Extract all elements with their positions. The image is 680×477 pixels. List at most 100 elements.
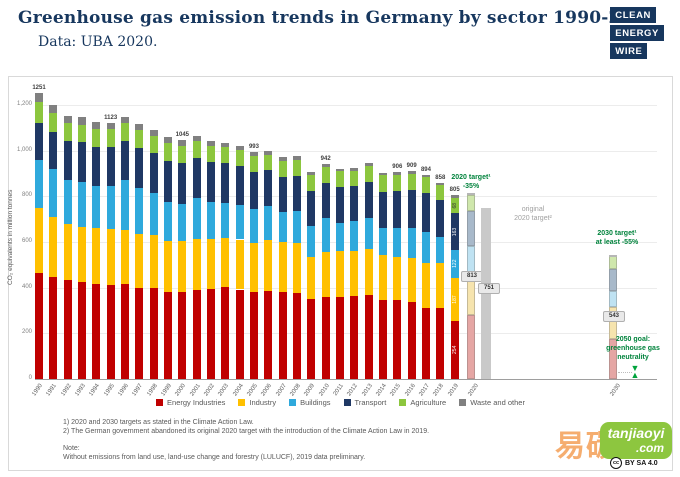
bar-segment-waste-and-other-2009: [307, 171, 316, 176]
bar-segment-agriculture-1997: [135, 130, 144, 149]
target-value-label-original-2020-target: 751: [478, 283, 500, 294]
bar-segment-energy-industries-1996: [120, 284, 129, 379]
bar-segment-industry-1990: [35, 207, 43, 273]
bar-segment-transport-2015: [393, 191, 402, 228]
bar-segment-energy-industries-2005: [249, 292, 258, 379]
bar-segment-transport-1996: [120, 140, 129, 181]
bar-segment-industry-2004: [235, 239, 244, 290]
bar-segment-waste-and-other-2006: [264, 150, 273, 155]
bar-segment-industry-2008: [292, 242, 301, 293]
bar-segment-transport-2016: [407, 189, 416, 228]
annotation-original-2020-target-line-1: 2020 target²: [514, 215, 552, 222]
bar-segment-buildings-2004: [235, 205, 244, 240]
bar-segment-transport-2006: [264, 170, 273, 207]
bar-segment-industry-2014: [378, 255, 387, 300]
bar-segment-industry-2012: [350, 250, 359, 297]
target-bar-segment-2030-target-transport: [609, 269, 617, 292]
bar-segment-waste-and-other-2000: [178, 140, 187, 146]
bar-segment-agriculture-2016: [407, 173, 416, 190]
legend: Energy Industries Industry Buildings Transp…: [9, 398, 672, 407]
bar-segment-waste-and-other-1992: [63, 115, 72, 124]
legend-label-transport: Transport: [354, 398, 387, 407]
bar-segment-industry-2002: [206, 238, 215, 289]
target-bar-segment-2030-target-waste-and-other: [609, 255, 617, 258]
legend-item-waste-and-other: Waste and other: [459, 398, 525, 407]
bar-segment-agriculture-1999: [163, 142, 172, 161]
footnote-line-1: 2) The German government abandoned its o…: [63, 428, 430, 435]
bar-segment-buildings-2010: [321, 218, 330, 253]
bar-segment-waste-and-other-2007: [278, 157, 287, 161]
bar-segment-transport-2018: [436, 200, 445, 237]
bar-segment-industry-1993: [77, 227, 86, 282]
bar-segment-industry-2000: [178, 240, 187, 293]
footnote-line-4: Without emissions from land use, land-us…: [63, 454, 366, 461]
target-bar-segment-2030-target-industry: [609, 307, 617, 340]
bar-segment-transport-2000: [178, 162, 187, 205]
gridline-1000: [35, 150, 657, 152]
watermark-brand-domain: .com: [635, 441, 664, 455]
bar-segment-agriculture-2009: [307, 175, 316, 192]
goal-connector-dashes: [618, 372, 632, 373]
target-value-label-2030-target: 543: [603, 311, 625, 322]
bar-segment-energy-industries-1993: [77, 281, 86, 379]
bar-segment-transport-1991: [49, 131, 58, 170]
bar-segment-agriculture-2006: [264, 154, 273, 171]
logo-line-clean: CLEAN: [610, 7, 656, 23]
gridline-600: [35, 242, 657, 244]
bar-segment-energy-industries-2003: [221, 287, 230, 379]
bar-total-label-2019: 805: [449, 187, 460, 194]
y-tick-label-1000: 1,000: [16, 146, 32, 153]
bar-segment-industry-2017: [421, 262, 430, 308]
bar-segment-buildings-2008: [292, 211, 301, 243]
gridline-400: [35, 287, 657, 289]
bar-segment-waste-and-other-2018: [436, 183, 445, 186]
bar-segment-industry-1997: [135, 233, 144, 288]
bar-segment-agriculture-1996: [120, 123, 129, 141]
footnote-line-0: 1) 2020 and 2030 targets as stated in th…: [63, 419, 254, 426]
legend-label-agriculture: Agriculture: [410, 398, 447, 407]
license-text: BY SA 4.0: [625, 459, 658, 467]
bar-segment-energy-industries-1999: [163, 292, 172, 379]
bar-segment-industry-1998: [149, 234, 158, 288]
bar-segment-agriculture-1994: [92, 129, 101, 148]
bar-segment-energy-industries-2007: [278, 292, 287, 379]
creative-commons-icon: cc: [610, 457, 622, 469]
bar-segment-industry-1995: [106, 229, 115, 285]
bar-segment-agriculture-2000: [178, 145, 187, 163]
bar-segment-industry-1991: [49, 217, 58, 278]
y-tick-label-600: 600: [21, 238, 32, 245]
bar-segment-transport-2011: [335, 187, 344, 223]
bar-segment-waste-and-other-1990: [35, 93, 43, 103]
y-tick-label-1200: 1,200: [16, 101, 32, 108]
legend-swatch-agriculture: [399, 399, 407, 406]
segment-value-label-industry: 187: [451, 295, 458, 304]
bar-segment-industry-1992: [63, 223, 72, 281]
legend-item-transport: Transport: [343, 398, 387, 407]
bar-segment-agriculture-2003: [221, 147, 230, 164]
footnote-line-3: Note:: [63, 445, 80, 452]
legend-swatch-industry: [238, 399, 246, 406]
bar-segment-energy-industries-2013: [364, 294, 373, 379]
bar-segment-industry-2013: [364, 249, 373, 295]
bar-segment-industry-2018: [436, 263, 445, 308]
bar-segment-buildings-2005: [249, 208, 258, 244]
legend-label-industry: Industry: [249, 398, 277, 407]
bar-segment-transport-1999: [163, 160, 172, 202]
bar-segment-industry-1999: [163, 241, 172, 292]
bar-segment-waste-and-other-1991: [49, 105, 58, 114]
legend-swatch-transport: [343, 399, 351, 406]
bar-segment-waste-and-other-2014: [378, 172, 387, 176]
bar-segment-buildings-2015: [393, 227, 402, 257]
bar-segment-transport-2019: 163: [450, 213, 459, 251]
bar-segment-energy-industries-1994: [92, 283, 101, 379]
chart-card: CO₂ equivalents in million tonnes 0 200 40…: [7, 76, 673, 471]
bar-total-label-2017: 894: [420, 166, 431, 173]
bar-segment-transport-2013: [364, 182, 373, 219]
bar-segment-transport-2004: [235, 166, 244, 206]
bar-segment-buildings-2018: [436, 236, 445, 264]
bar-segment-agriculture-2011: [335, 171, 344, 188]
target-bar-segment-2020-target-agriculture: [467, 195, 475, 212]
target-bar-segment-2030-target-buildings: [609, 291, 617, 308]
bar-segment-energy-industries-2008: [292, 292, 301, 379]
bar-segment-buildings-2001: [192, 198, 201, 240]
